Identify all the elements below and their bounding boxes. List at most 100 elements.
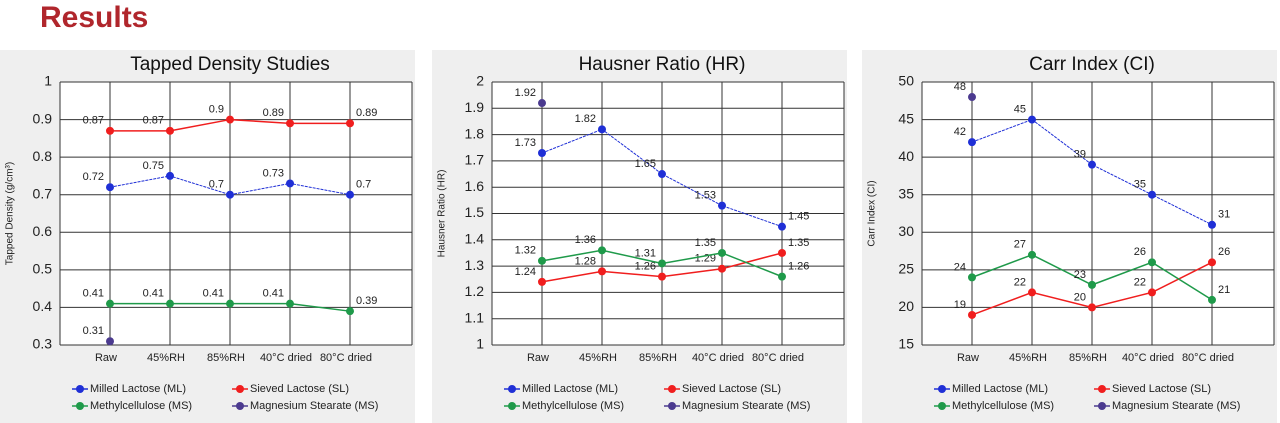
x-tick-label: 40°C dried — [692, 352, 744, 364]
y-tick-label: 15 — [898, 336, 914, 352]
data-label: 19 — [954, 299, 966, 311]
y-axis-label: Carr Index (CI) — [867, 180, 878, 246]
legend-label: Magnesium Stearate (MS) — [1112, 400, 1240, 412]
data-point — [968, 93, 976, 102]
y-tick-label: 0.3 — [33, 336, 53, 352]
y-tick-label: 40 — [898, 148, 914, 164]
data-label: 22 — [1014, 276, 1026, 288]
legend-marker — [508, 402, 516, 410]
legend-label: Milled Lactose (ML) — [952, 383, 1048, 395]
legend-marker — [938, 402, 946, 410]
data-label: 1.31 — [635, 247, 656, 259]
legend-label: Sieved Lactose (SL) — [250, 383, 349, 395]
chart-title: Carr Index (CI) — [1029, 54, 1155, 75]
legend-marker — [76, 385, 84, 393]
data-point — [106, 299, 114, 308]
data-point — [1028, 288, 1036, 297]
data-label: 45 — [1014, 103, 1026, 115]
data-label: 1.73 — [515, 137, 536, 149]
data-label: 1.35 — [695, 237, 716, 249]
series-line — [971, 119, 1213, 226]
data-label: 27 — [1014, 239, 1026, 251]
legend-label: Methylcellulose (MS) — [522, 400, 624, 412]
y-tick-label: 0.9 — [33, 110, 53, 126]
data-label: 21 — [1218, 284, 1230, 296]
data-label: 1.82 — [575, 113, 596, 125]
data-label: 0.87 — [83, 115, 104, 127]
data-label: 20 — [1074, 291, 1086, 303]
data-label: 0.41 — [143, 288, 164, 300]
data-label: 0.89 — [263, 107, 284, 119]
data-point — [1088, 280, 1096, 289]
x-tick-label: 45%RH — [1009, 352, 1047, 364]
legend-label: Milled Lactose (ML) — [90, 383, 186, 395]
data-point — [106, 337, 114, 346]
legend-label: Methylcellulose (MS) — [952, 400, 1054, 412]
data-label: 42 — [954, 126, 966, 138]
y-tick-label: 1.1 — [465, 309, 485, 325]
data-label: 1.24 — [515, 266, 536, 278]
data-point — [598, 246, 606, 255]
legend-label: Sieved Lactose (SL) — [682, 383, 781, 395]
data-point — [658, 259, 666, 268]
y-tick-label: 0.6 — [33, 223, 53, 239]
data-point — [778, 222, 786, 231]
x-tick-label: 40°C dried — [260, 352, 312, 364]
data-point — [1088, 303, 1096, 312]
y-tick-label: 1 — [44, 73, 52, 89]
x-tick-label: 85%RH — [1069, 352, 1107, 364]
data-point — [718, 248, 726, 257]
legend-label: Sieved Lactose (SL) — [1112, 383, 1211, 395]
data-point — [968, 310, 976, 319]
data-label: 1.65 — [635, 158, 656, 170]
data-point — [1208, 258, 1216, 267]
data-point — [346, 307, 354, 316]
x-tick-label: 85%RH — [207, 352, 245, 364]
data-point — [538, 277, 546, 286]
y-tick-label: 1.2 — [465, 283, 485, 299]
legend-label: Milled Lactose (ML) — [522, 383, 618, 395]
legend-marker — [76, 402, 84, 410]
legend-marker — [1098, 385, 1106, 393]
y-tick-label: 0.4 — [33, 298, 53, 314]
x-tick-label: 40°C dried — [1122, 352, 1174, 364]
series-line — [541, 128, 783, 228]
y-tick-label: 1.6 — [465, 178, 485, 194]
data-point — [538, 256, 546, 265]
x-tick-label: Raw — [527, 352, 549, 364]
slide-title: Results — [40, 1, 148, 34]
legend-marker — [1098, 402, 1106, 410]
y-tick-label: 1.7 — [465, 152, 485, 168]
series-line — [109, 175, 351, 196]
data-label: 0.41 — [263, 288, 284, 300]
data-label: 0.31 — [83, 325, 104, 337]
data-label: 26 — [1218, 246, 1230, 258]
data-point — [286, 299, 294, 308]
y-tick-label: 1.8 — [465, 125, 485, 141]
data-point — [1148, 190, 1156, 199]
y-axis-label: Hausner Ratio (HR) — [437, 170, 448, 258]
y-tick-label: 1.3 — [465, 257, 485, 273]
legend-marker — [668, 385, 676, 393]
data-point — [658, 272, 666, 281]
data-label: 1.26 — [635, 261, 656, 273]
data-label: 0.7 — [209, 179, 224, 191]
y-tick-label: 1.4 — [465, 231, 485, 247]
data-point — [166, 171, 174, 180]
y-tick-label: 1.5 — [465, 204, 485, 220]
data-point — [286, 179, 294, 188]
data-point — [166, 126, 174, 135]
y-tick-label: 20 — [898, 298, 914, 314]
data-label: 1.92 — [515, 87, 536, 99]
data-point — [1028, 250, 1036, 259]
data-point — [598, 125, 606, 134]
data-label: 0.75 — [143, 160, 164, 172]
data-label: 1.53 — [695, 190, 716, 202]
y-tick-label: 45 — [898, 110, 914, 126]
data-point — [346, 119, 354, 128]
data-label: 0.72 — [83, 171, 104, 183]
data-point — [106, 126, 114, 135]
plot-area — [60, 82, 412, 345]
x-tick-label: 85%RH — [639, 352, 677, 364]
data-label: 0.87 — [143, 115, 164, 127]
